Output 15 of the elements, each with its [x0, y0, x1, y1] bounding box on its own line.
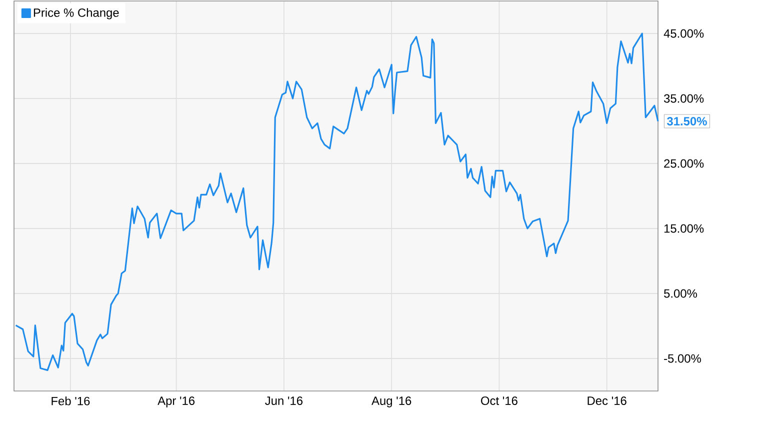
annotation: 31.50%	[666, 117, 707, 126]
legend-label: Price % Change	[34, 8, 119, 20]
x-tick-label: Dec '16	[588, 396, 626, 405]
y-tick-label: 5.00%	[664, 289, 697, 298]
x-tick-label: Aug '16	[372, 396, 412, 408]
line-series	[14, 32, 659, 371]
x-tick-label: Feb '16	[52, 396, 90, 406]
y-tick-label: -5.00%	[664, 354, 701, 363]
y-tick-label: 35.00%	[664, 94, 704, 103]
y-tick-label: 15.00%	[664, 224, 704, 233]
y-tick-label: 45.00%	[664, 29, 704, 38]
x-tick-label: Oct '16	[481, 396, 518, 405]
x-tick-label: Jun '16	[265, 396, 303, 405]
y-tick-label: 25.00%	[664, 159, 704, 168]
x-tick-label: Apr '16	[158, 396, 195, 408]
